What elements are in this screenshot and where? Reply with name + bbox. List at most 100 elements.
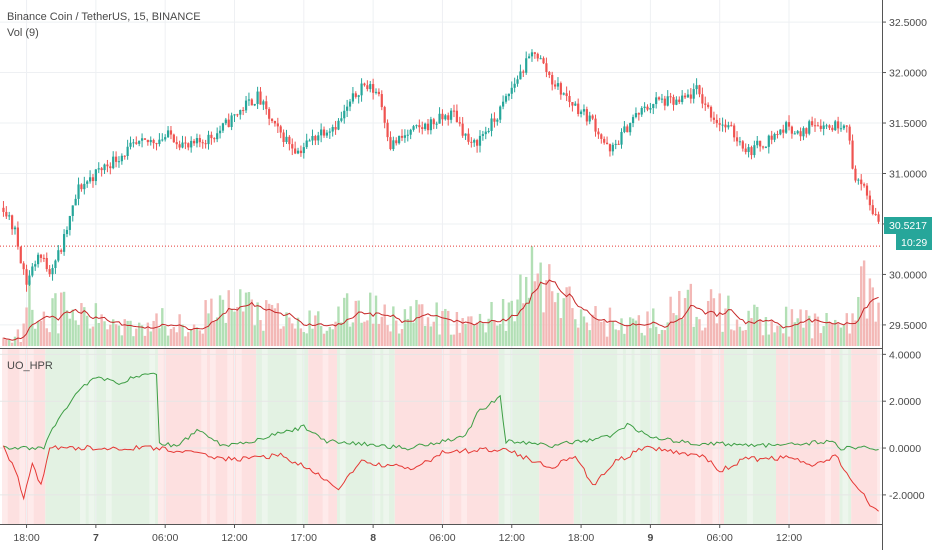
volume-bar <box>493 320 496 346</box>
volume-bar <box>770 320 773 346</box>
candle-body <box>291 144 294 149</box>
candle-body <box>735 137 739 142</box>
candle-body <box>545 63 548 72</box>
candle-body <box>819 125 822 129</box>
candle-body <box>109 166 112 169</box>
volume-bar <box>45 328 48 346</box>
countdown-tag-bg <box>896 234 932 250</box>
volume-bar <box>8 339 11 346</box>
volume-bar <box>510 300 513 346</box>
volume-legend[interactable]: Vol (9) <box>7 27 39 39</box>
indicator-region-stripe <box>201 349 208 524</box>
candle-body <box>227 119 230 127</box>
indicator-axis[interactable]: 4.0000 2.0000 0.0000 -2.0000 <box>882 349 925 502</box>
volume-bar <box>331 329 334 346</box>
volume-bar <box>343 297 346 346</box>
volume-bar <box>501 299 505 346</box>
volume-bar <box>114 324 118 346</box>
volume-bar <box>675 315 678 346</box>
candle-body <box>579 111 583 115</box>
volume-bar <box>706 300 710 346</box>
candle-body <box>542 58 545 64</box>
candle-body <box>759 140 762 147</box>
price-axis-label: 32.0000 <box>889 68 927 80</box>
volume-bar <box>779 325 782 346</box>
candle-body <box>398 135 401 144</box>
candle-body <box>406 134 409 136</box>
volume-bar <box>539 262 542 346</box>
volume-bar <box>288 317 291 346</box>
volume-bar <box>178 314 181 346</box>
candle-body <box>718 123 721 125</box>
volume-bar <box>163 326 167 346</box>
volume-bar <box>218 295 222 346</box>
volume-bar <box>605 336 609 346</box>
candle-body <box>294 148 297 154</box>
candle-body <box>25 269 28 285</box>
volume-bar <box>172 327 176 346</box>
volume-bar <box>836 323 840 346</box>
candle-body <box>152 140 155 144</box>
volume-bar <box>588 330 591 346</box>
candle-body <box>605 142 609 145</box>
volume-bar <box>25 307 28 346</box>
symbol-legend[interactable]: Binance Coin / TetherUS, 15, BINANCE <box>7 11 201 23</box>
volume-bar <box>764 317 768 346</box>
volume-bar <box>470 316 473 346</box>
candle-body <box>253 103 256 106</box>
candle-body <box>77 184 80 199</box>
volume-bar <box>28 280 31 346</box>
candle-body <box>221 123 225 131</box>
volume-bar <box>34 328 37 346</box>
candle-body <box>600 134 603 139</box>
volume-bar <box>796 318 799 346</box>
volume-bar <box>337 306 340 346</box>
volume-bar <box>438 334 441 346</box>
candle-body <box>103 164 106 171</box>
candle-body <box>594 118 597 132</box>
volume-bar <box>175 332 178 346</box>
volume-bar <box>389 331 392 346</box>
volume-bar <box>455 311 459 346</box>
volume-bar <box>822 326 825 346</box>
volume-bar <box>666 322 669 346</box>
price-axis-label: 30.0000 <box>889 269 927 281</box>
candle-body <box>195 138 199 144</box>
volume-bar <box>565 287 568 346</box>
candle-body <box>510 87 513 94</box>
candle-body <box>181 142 184 148</box>
volume-bar <box>582 316 586 346</box>
candle-body <box>213 138 216 140</box>
time-axis[interactable]: 18:00 7 06:00 12:00 17:00 8 06:00 12:00 18:00 9 06… <box>13 524 802 544</box>
volume-bar <box>308 310 311 346</box>
candle-body <box>660 98 664 100</box>
volume-bar <box>187 332 190 346</box>
volume-bar <box>623 333 626 346</box>
candle-body <box>140 138 144 141</box>
volume-bar <box>241 311 245 346</box>
volume-bar <box>207 313 210 346</box>
indicator-legend[interactable]: UO_HPR <box>7 360 53 372</box>
indicator-region-stripe <box>79 349 86 524</box>
candle-body <box>464 133 467 136</box>
price-axis-label: 31.5000 <box>889 118 927 130</box>
candle-body <box>450 110 453 120</box>
volume-bar <box>213 321 216 346</box>
volume-bar <box>100 314 103 346</box>
candle-body <box>467 133 470 142</box>
candle-body <box>559 83 562 95</box>
volume-bar <box>591 314 594 346</box>
volume-bar <box>484 332 487 346</box>
volume-bar <box>22 323 25 346</box>
indicator-region-stripe <box>339 349 346 524</box>
indicator-region-stripe <box>227 349 234 524</box>
candle-body <box>311 136 314 141</box>
candle-body <box>106 164 109 167</box>
volume-bar <box>97 322 100 346</box>
volume-bar <box>810 338 814 346</box>
indicator-region-stripe <box>842 349 849 524</box>
candle-body <box>785 122 788 133</box>
candle-body <box>97 168 100 170</box>
